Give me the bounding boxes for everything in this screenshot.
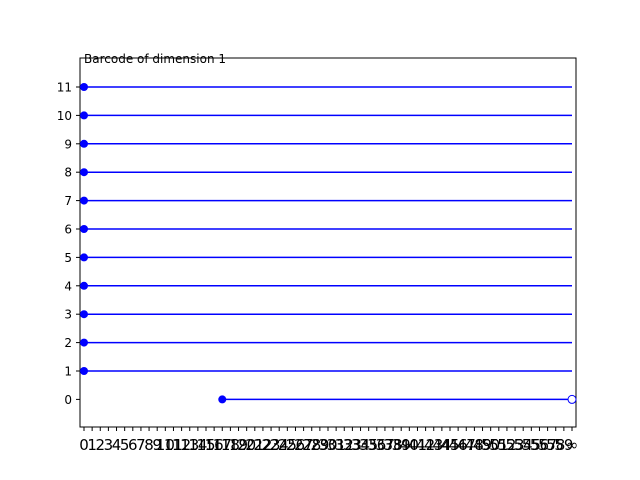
- y-tick-label: 10: [57, 109, 72, 123]
- x-tick-label: 48: [465, 436, 484, 454]
- x-tick-label: 1: [87, 436, 97, 454]
- x-tick-label: 28: [302, 436, 321, 454]
- x-tick-label: 50: [481, 436, 500, 454]
- bar-birth-point: [80, 168, 88, 177]
- x-tick-label: ∞: [566, 436, 579, 454]
- x-tick-label: 45: [440, 436, 459, 454]
- x-tick-label: 47: [457, 436, 476, 454]
- y-tick-label: 3: [64, 308, 72, 322]
- x-tick-label: 25: [278, 436, 297, 454]
- y-tick-label: 5: [64, 251, 72, 265]
- x-tick-label: 9: [152, 436, 162, 454]
- x-tick-label: 33: [343, 436, 362, 454]
- x-tick-label: 13: [180, 436, 199, 454]
- x-tick-label: 16: [205, 436, 224, 454]
- bar-birth-point: [80, 310, 88, 319]
- x-tick-label: 27: [294, 436, 313, 454]
- x-tick-label: 4: [112, 436, 122, 454]
- x-tick-label: 14: [188, 436, 207, 454]
- y-tick-label: 8: [64, 166, 72, 180]
- x-tick-label: 39: [392, 436, 411, 454]
- bar-birth-point: [80, 225, 88, 233]
- x-tick-label: 37: [375, 436, 394, 454]
- y-tick-label: 7: [64, 194, 72, 208]
- bar-birth-point: [80, 338, 88, 347]
- y-axis: 0 1 2 3 4 5 6 7 8 9 10 11: [57, 81, 80, 407]
- x-tick-label: 6: [128, 436, 138, 454]
- x-tick-label: 30: [318, 436, 337, 454]
- x-tick-label: 40: [400, 436, 419, 454]
- x-tick-label: 56: [530, 436, 549, 454]
- x-tick-label: 21: [245, 436, 264, 454]
- x-tick-label: 35: [359, 436, 378, 454]
- x-tick-label: 59: [554, 436, 573, 454]
- x-tick-label: 42: [416, 436, 435, 454]
- x-tick-label: 36: [367, 436, 386, 454]
- bar-birth-point: [80, 139, 88, 148]
- x-tick-label: 32: [335, 436, 354, 454]
- x-tick-label: 10: [156, 436, 175, 454]
- x-tick-label: 0: [79, 436, 89, 454]
- x-tick-label: 44: [432, 436, 451, 454]
- bar-birth-point: [80, 196, 88, 205]
- bar-birth-point: [80, 83, 88, 91]
- x-tick-label: 46: [449, 436, 468, 454]
- x-tick-label: 11: [164, 436, 183, 454]
- x-tick-label: 58: [546, 436, 565, 454]
- x-tick-label: 3: [104, 436, 114, 454]
- x-tick-label: 53: [506, 436, 525, 454]
- x-tick-label: 55: [522, 436, 541, 454]
- x-tick-label: 41: [408, 436, 427, 454]
- bar-birth-point: [80, 111, 88, 120]
- x-tick-label: 20: [237, 436, 256, 454]
- bars-layer: [80, 83, 577, 404]
- x-tick-label: 57: [538, 436, 557, 454]
- x-tick-label: 29: [310, 436, 329, 454]
- x-tick-label: 22: [253, 436, 272, 454]
- bar-birth-point: [80, 367, 88, 375]
- bar-death-open-point: [567, 394, 577, 404]
- x-tick-label: 5: [120, 436, 130, 454]
- x-tick-label: 18: [221, 436, 240, 454]
- y-tick-label: 9: [64, 137, 72, 151]
- x-tick-label: 2: [95, 436, 105, 454]
- y-tick-label: 6: [64, 223, 72, 237]
- x-tick-label: 52: [497, 436, 516, 454]
- y-tick-label: 0: [64, 393, 72, 407]
- x-tick-label: 19: [229, 436, 248, 454]
- x-tick-label: 49: [473, 436, 492, 454]
- chart-title: Barcode of dimension 1: [84, 52, 226, 66]
- bar-birth-point: [80, 281, 88, 290]
- x-tick-label: 31: [327, 436, 346, 454]
- y-tick-label: 11: [57, 81, 72, 95]
- x-tick-label: 43: [424, 436, 443, 454]
- y-tick-label: 2: [64, 336, 72, 350]
- x-tick-label: 38: [384, 436, 403, 454]
- x-tick-label: 51: [489, 436, 508, 454]
- x-tick-label: 24: [270, 436, 289, 454]
- bar-birth-point: [218, 395, 227, 404]
- bar-birth-point: [80, 253, 88, 262]
- x-tick-label: 12: [172, 436, 191, 454]
- y-tick-label: 1: [64, 365, 72, 379]
- x-tick-label: 17: [213, 436, 232, 454]
- x-tick-label: 23: [262, 436, 281, 454]
- y-tick-label: 4: [64, 279, 72, 293]
- x-tick-label: 8: [144, 436, 154, 454]
- x-tick-label: 34: [351, 436, 370, 454]
- x-tick-label: 54: [514, 436, 533, 454]
- x-tick-label: 26: [286, 436, 305, 454]
- x-axis: 0123456789101112131415161718192021222324…: [79, 427, 578, 454]
- x-tick-label: 7: [136, 436, 146, 454]
- x-tick-label: 15: [196, 436, 215, 454]
